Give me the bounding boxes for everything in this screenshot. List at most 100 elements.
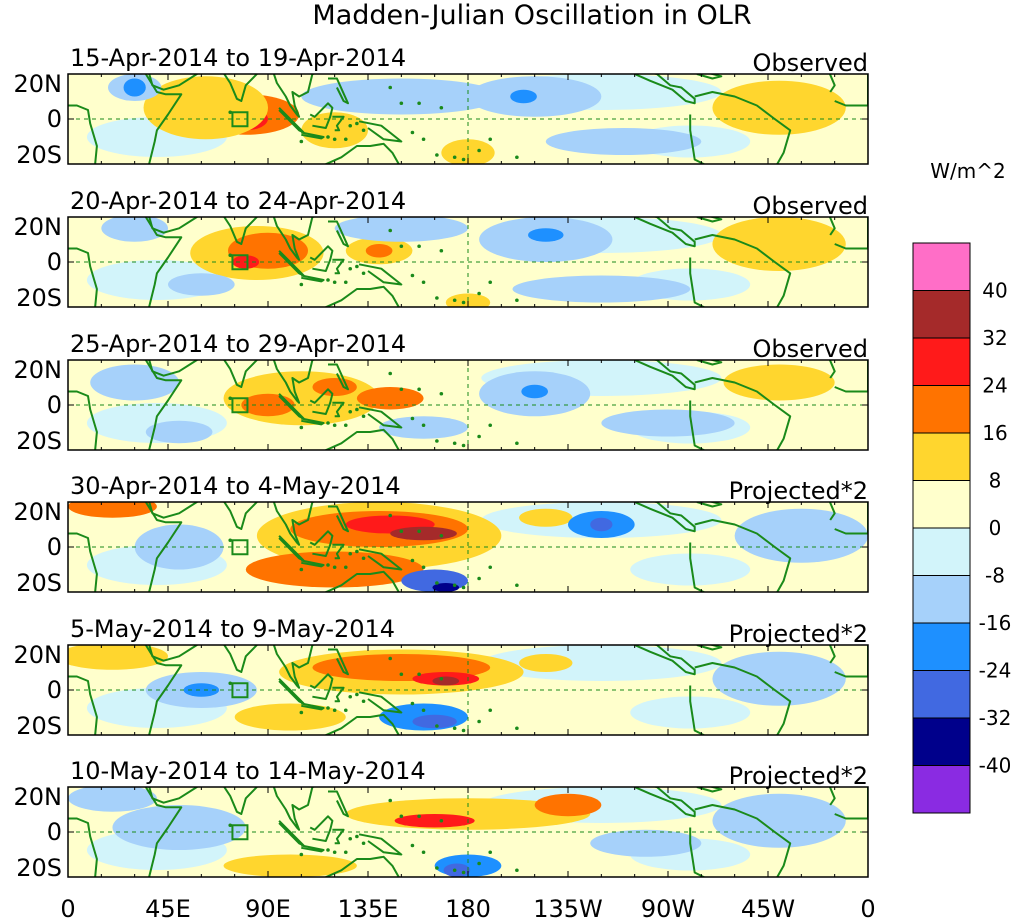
- coastline: [323, 713, 400, 735]
- anomaly-contour: [545, 128, 702, 155]
- index-box: [231, 539, 249, 556]
- colorbar-swatch: [912, 765, 971, 814]
- island: [332, 423, 337, 428]
- coastline: [328, 363, 349, 391]
- coastline: [278, 678, 305, 705]
- island: [348, 836, 353, 841]
- coastline: [148, 645, 199, 662]
- island: [421, 280, 426, 285]
- island: [326, 706, 330, 710]
- anomaly-contour: [630, 553, 751, 586]
- island: [361, 699, 366, 704]
- anomaly-contour: [519, 654, 573, 672]
- coastline: [301, 274, 325, 283]
- colorbar-label: -16: [979, 611, 1012, 635]
- index-box: [231, 682, 249, 699]
- map-panel: 30-Apr-2014 to 4-May-2014 Projected*2 20N 0…: [14, 472, 869, 597]
- island: [421, 137, 426, 142]
- coastline: [301, 559, 325, 568]
- island: [435, 439, 439, 443]
- island: [299, 852, 304, 857]
- anomaly-contour: [521, 384, 548, 399]
- colorbar-label: 8: [989, 469, 1002, 493]
- anomaly-contour: [90, 364, 180, 401]
- anomaly-contour: [168, 273, 235, 296]
- colorbar-swatch: [912, 337, 971, 386]
- island: [343, 423, 348, 428]
- island: [410, 701, 415, 706]
- anomaly-contour: [301, 112, 368, 149]
- coastline: [68, 217, 183, 307]
- island: [343, 565, 348, 570]
- island: [439, 105, 444, 110]
- coastline: [328, 505, 349, 533]
- coastline: [332, 686, 345, 703]
- coastline: [278, 107, 305, 134]
- island: [228, 823, 233, 828]
- anomaly-contour: [712, 80, 846, 135]
- island: [439, 533, 444, 538]
- coastline: [828, 502, 868, 535]
- anomaly-contour: [519, 508, 573, 527]
- island: [461, 585, 466, 590]
- island: [399, 101, 404, 106]
- latitude-label: 20N: [14, 641, 63, 669]
- coastline: [828, 217, 868, 250]
- island: [388, 228, 393, 233]
- colorbar-swatch: [912, 717, 971, 766]
- panel-type: Projected*2: [729, 762, 868, 790]
- anomaly-contour: [334, 217, 468, 242]
- colorbar-swatch: [912, 480, 971, 529]
- island: [515, 583, 519, 588]
- island: [348, 551, 353, 556]
- island: [410, 416, 415, 421]
- island: [332, 850, 337, 855]
- coastline: [358, 833, 403, 856]
- coastline: [323, 855, 400, 877]
- anomaly-contour: [712, 651, 846, 706]
- island: [417, 101, 421, 106]
- island: [343, 708, 348, 713]
- coastline: [328, 648, 349, 676]
- coastline: [689, 519, 792, 592]
- anomaly-contour: [379, 416, 468, 439]
- coastline: [689, 91, 792, 164]
- anomaly-contour: [394, 814, 475, 828]
- latitude-label: 0: [47, 391, 62, 419]
- anomaly-contour: [234, 703, 346, 731]
- coastline: [68, 787, 183, 877]
- island: [439, 391, 444, 396]
- island: [515, 726, 519, 731]
- coastline: [696, 217, 723, 223]
- map-panel: 20-Apr-2014 to 24-Apr-2014 Observed 20N 0 20…: [14, 187, 869, 312]
- coastline: [68, 74, 183, 164]
- island: [461, 157, 466, 162]
- coastline: [696, 645, 723, 651]
- coastline: [358, 548, 403, 571]
- anomaly-contour: [412, 714, 457, 729]
- island: [461, 728, 466, 733]
- island: [343, 280, 348, 285]
- island: [477, 148, 481, 153]
- island: [435, 296, 439, 300]
- island: [461, 300, 466, 305]
- island: [399, 529, 404, 534]
- island: [228, 396, 233, 401]
- latitude-label: 20N: [14, 213, 63, 241]
- coastline: [223, 217, 259, 245]
- island: [417, 814, 421, 819]
- anomaly-contour: [723, 364, 835, 401]
- coastline: [148, 502, 199, 519]
- island: [417, 672, 421, 677]
- latitude-label: 20N: [14, 356, 63, 384]
- coastline: [309, 673, 334, 700]
- anomaly-contour: [601, 409, 735, 437]
- anomaly-contour: [712, 217, 846, 271]
- anomaly-contour: [590, 517, 613, 532]
- panel-period: 10-May-2014 to 14-May-2014: [70, 757, 426, 785]
- colorbar-label: 40: [982, 279, 1007, 303]
- island: [452, 868, 457, 873]
- anomaly-contour: [245, 551, 424, 588]
- island: [326, 135, 330, 139]
- island: [435, 866, 439, 870]
